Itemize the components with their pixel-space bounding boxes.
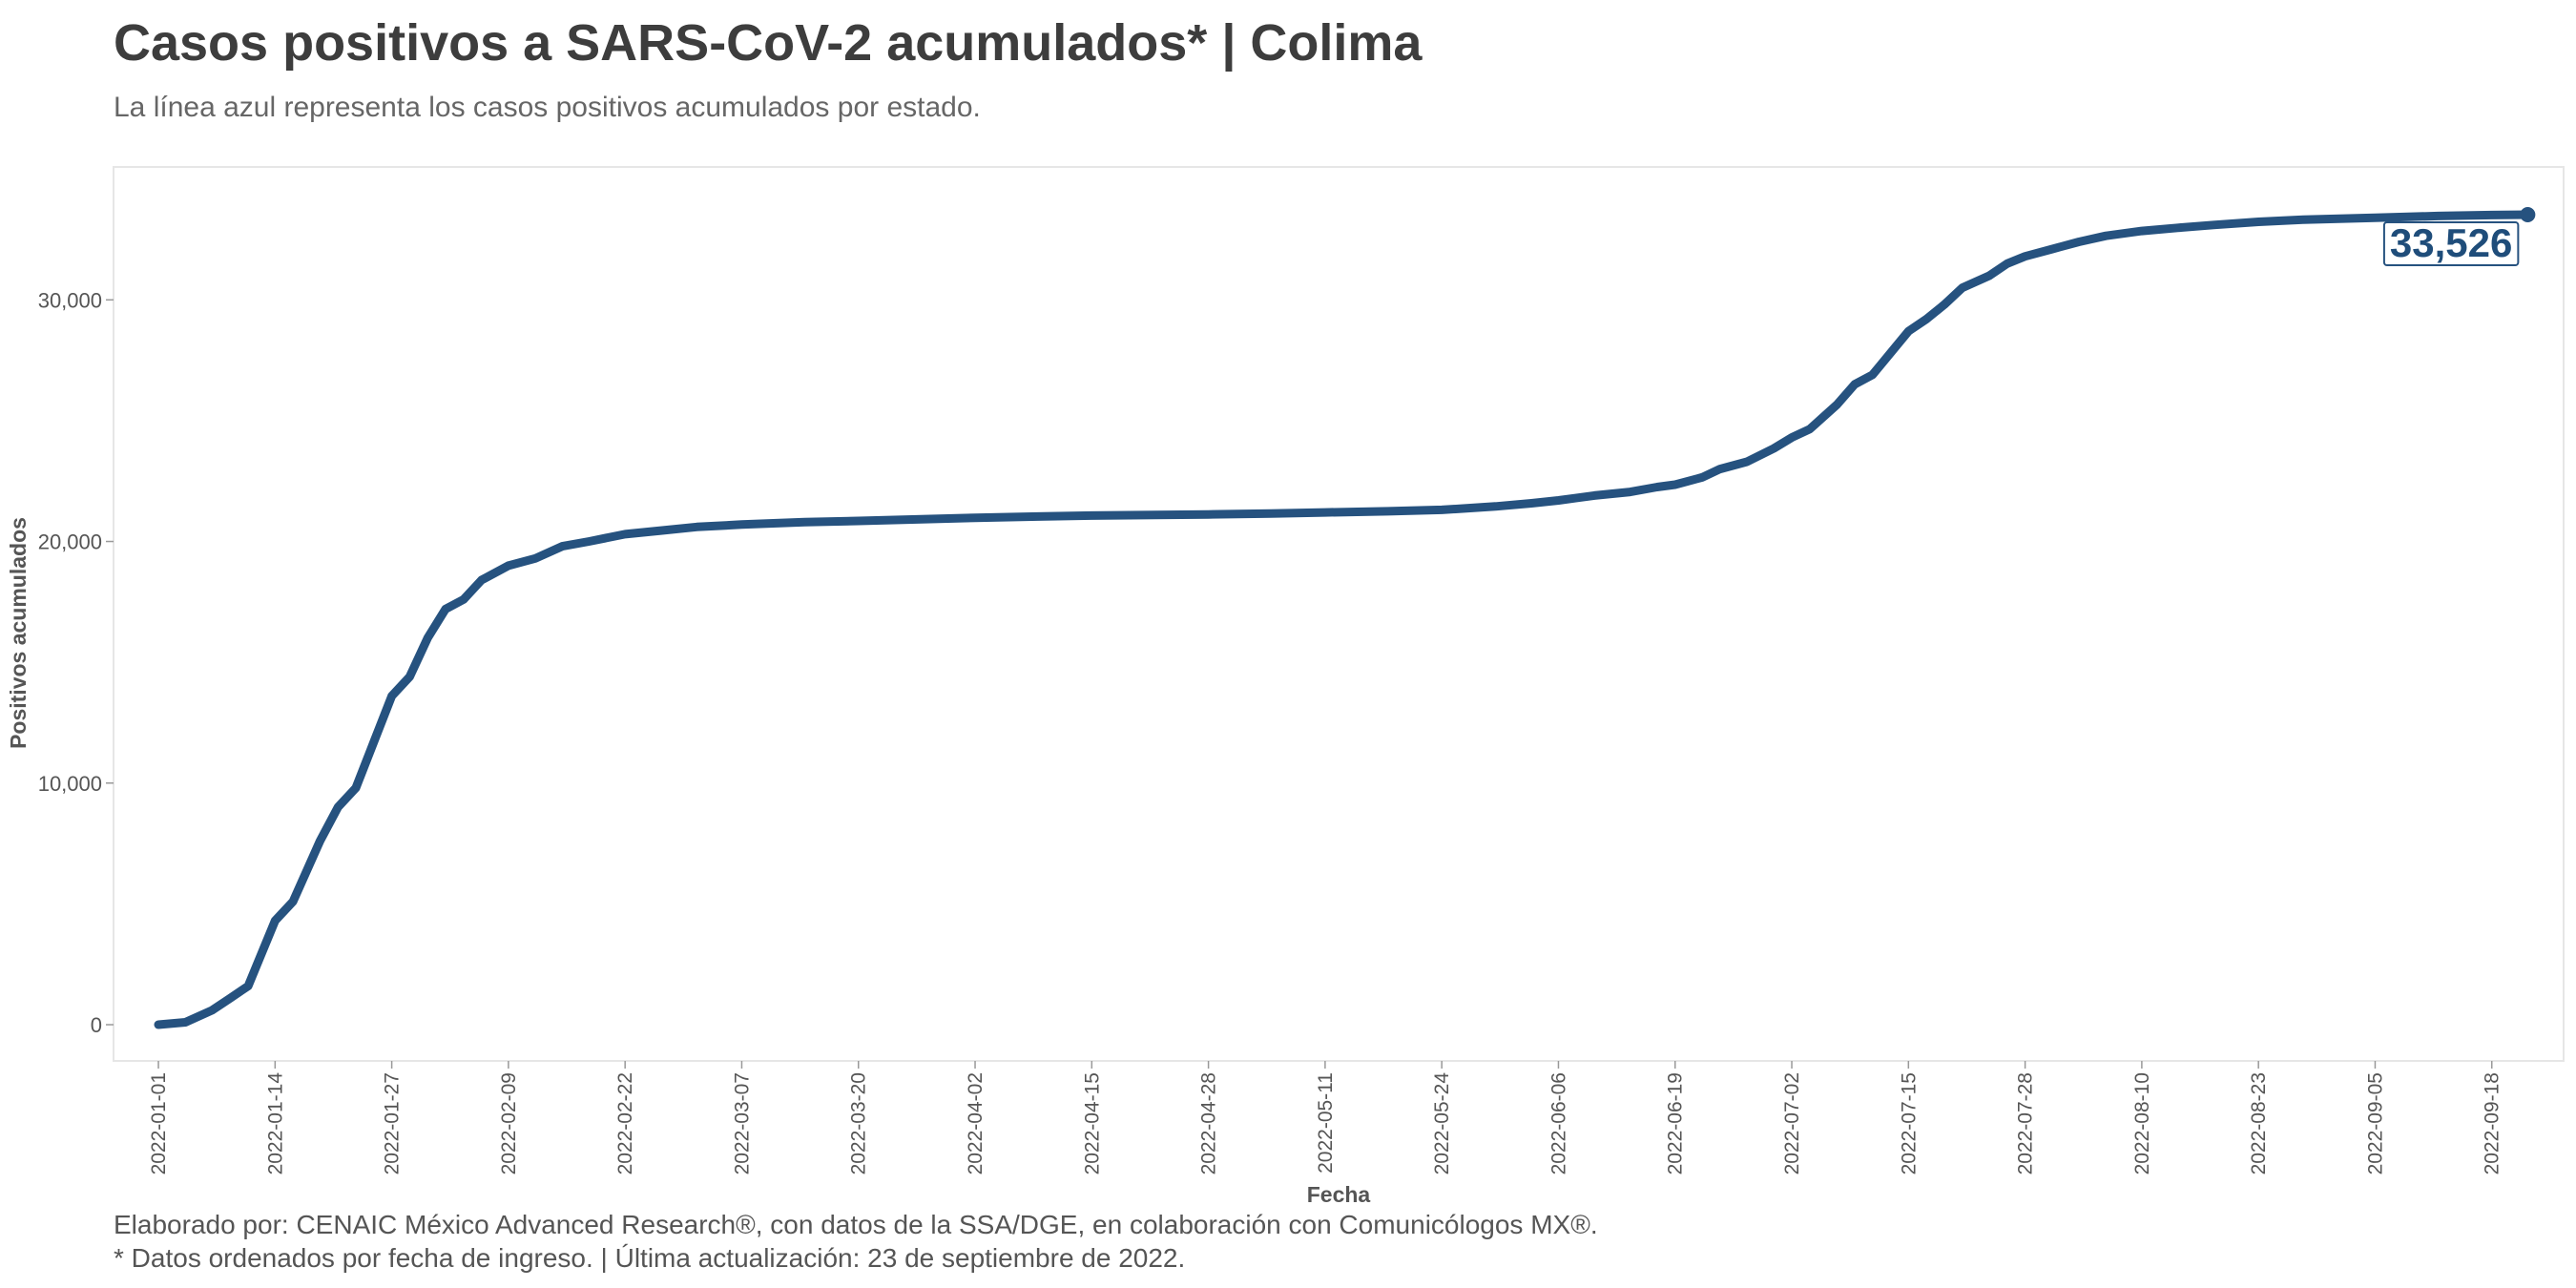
x-tick-label: 2022-04-02 (965, 1072, 987, 1174)
y-axis: 0 10,000 20,000 30,000 (38, 288, 114, 1037)
x-axis-title: Fecha (1307, 1182, 1371, 1207)
x-tick-label: 2022-08-10 (2131, 1072, 2153, 1174)
last-point-marker (2520, 206, 2536, 222)
plot-panel (113, 166, 2565, 1062)
y-tick-label: 10,000 (38, 772, 102, 796)
x-tick-label: 2022-04-15 (1081, 1072, 1103, 1174)
caption-note: * Datos ordenados por fecha de ingreso. … (114, 1243, 1186, 1273)
x-tick-label: 2022-09-18 (2482, 1072, 2503, 1174)
x-tick-label: 2022-04-28 (1198, 1072, 1220, 1174)
series-line (154, 210, 2532, 1029)
caption-credits: Elaborado por: CENAIC México Advanced Re… (114, 1210, 1598, 1239)
last-value-label-box (2382, 220, 2520, 266)
x-tick-label: 2022-08-23 (2248, 1072, 2270, 1174)
y-tick-label: 0 (91, 1013, 102, 1037)
x-tick-label: 2022-03-20 (848, 1072, 870, 1174)
x-tick-label: 2022-05-24 (1431, 1072, 1453, 1175)
y-tick-label: 20,000 (38, 530, 102, 554)
x-tick-label: 2022-09-05 (2364, 1072, 2386, 1174)
chart-title: Casos positivos a SARS-CoV-2 acumulados*… (114, 14, 1423, 72)
x-tick-label: 2022-07-02 (1781, 1072, 1803, 1174)
x-tick-label: 2022-01-27 (382, 1072, 404, 1174)
y-axis-title: Positivos acumulados (6, 517, 31, 749)
x-tick-label: 2022-02-22 (614, 1072, 636, 1174)
x-tick-label: 2022-02-09 (498, 1072, 520, 1174)
x-tick-label: 2022-07-15 (1898, 1072, 1920, 1174)
y-tick-label: 30,000 (38, 288, 102, 312)
chart-subtitle: La línea azul representa los casos posit… (114, 92, 981, 123)
last-value-label: 33,526 (2390, 220, 2512, 265)
x-tick-label: 2022-05-11 (1315, 1072, 1337, 1174)
x-tick-label: 2022-03-07 (731, 1072, 753, 1174)
x-tick-label: 2022-06-19 (1665, 1072, 1687, 1174)
x-tick-label: 2022-07-28 (2015, 1072, 2037, 1174)
x-tick-label: 2022-01-14 (264, 1072, 286, 1175)
x-axis: 2022-01-01 2022-01-14 2022-01-27 2022-02-09… (148, 1061, 2503, 1174)
x-tick-label: 2022-01-01 (148, 1072, 170, 1174)
x-tick-label: 2022-06-06 (1548, 1072, 1569, 1174)
